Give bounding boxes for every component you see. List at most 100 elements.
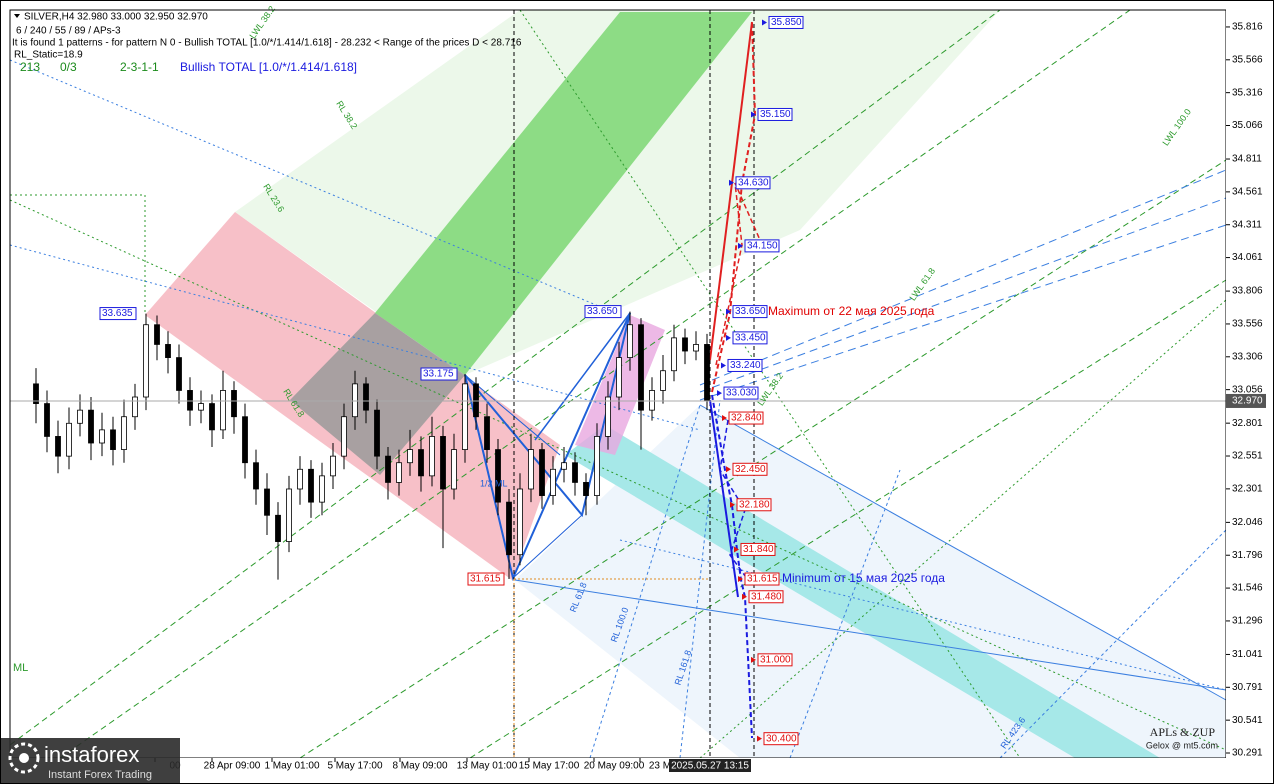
info-line: RL_Static=18.9 — [14, 50, 83, 61]
y-tick-label: 31.296 — [1232, 616, 1263, 627]
candle-body — [220, 390, 226, 431]
candle-body — [264, 488, 270, 516]
axis-background — [1226, 0, 1274, 784]
header: SILVER,H4 32.980 33.000 32.950 32.970 6 … — [12, 12, 522, 75]
info-line: 6 / 240 / 55 / 89 / APs-3 — [16, 26, 121, 37]
candle-body — [374, 409, 380, 457]
target-label: 35.150 — [760, 109, 791, 120]
target-label: 33.240 — [730, 360, 761, 371]
candle-body — [418, 449, 424, 477]
x-tick-label: 15 May 17:00 — [519, 761, 580, 772]
y-tick-label: 31.041 — [1232, 649, 1263, 660]
pattern-point-box — [420, 367, 458, 381]
target-marker — [726, 308, 731, 315]
target-box — [732, 462, 768, 476]
target-label: 32.180 — [739, 499, 770, 510]
candle-body — [693, 344, 699, 352]
candle-body — [341, 416, 347, 457]
y-tick-label: 33.806 — [1232, 286, 1263, 297]
pattern-point-label: 31.615 — [470, 574, 501, 585]
target-marker — [738, 242, 743, 249]
annotation: Maximum от 22 мая 2025 года — [768, 304, 935, 318]
target-marker — [751, 111, 756, 118]
candle-body — [132, 396, 138, 418]
candle-body — [297, 468, 303, 490]
candle-body — [363, 383, 369, 411]
candle-body — [462, 383, 468, 450]
x-tick-label: 28 Apr 09:00 — [204, 761, 261, 772]
symbol-line: SILVER,H4 32.980 33.000 32.950 32.970 — [24, 12, 208, 23]
candle-body — [44, 403, 50, 437]
target-marker — [730, 501, 735, 508]
candle-body — [352, 383, 358, 418]
y-tick-label: 34.061 — [1232, 252, 1263, 263]
y-tick-label: 30.541 — [1232, 715, 1263, 726]
target-box — [744, 572, 780, 586]
cursor-time: 2025.05.27 13:15 — [671, 761, 749, 772]
candle-body — [396, 462, 402, 483]
candle-body — [583, 482, 589, 496]
target-box — [768, 15, 804, 29]
candles — [33, 311, 710, 580]
candle-body — [594, 436, 600, 496]
y-tick-label: 30.291 — [1232, 748, 1263, 759]
candle-body — [231, 390, 237, 418]
target-label: 33.450 — [735, 333, 766, 344]
brand: instaforex — [44, 742, 139, 767]
candle-body — [561, 462, 567, 470]
y-tick-label: 31.796 — [1232, 550, 1263, 561]
candle-body — [66, 422, 72, 457]
target-label: 34.630 — [738, 177, 769, 188]
target-label: 35.850 — [771, 17, 802, 28]
pattern-point-label: 33.650 — [587, 306, 618, 317]
target-label: 31.000 — [760, 654, 791, 665]
candle-body — [176, 357, 182, 391]
target-box — [727, 358, 763, 372]
credit: Gelox @ mt5.com — [1146, 740, 1218, 750]
candle-body — [484, 416, 490, 450]
target-marker — [757, 735, 762, 742]
target-box — [732, 331, 768, 345]
pattern-point-box — [467, 572, 505, 586]
target-box — [735, 176, 771, 190]
candle-body — [660, 370, 666, 391]
target-box — [748, 590, 784, 604]
current-price-box — [1226, 393, 1266, 408]
candle-body — [330, 455, 336, 477]
candle-body — [110, 429, 116, 450]
pattern-point-label: 33.635 — [102, 308, 133, 319]
y-tick-label: 34.811 — [1232, 154, 1262, 165]
candle-body — [638, 324, 644, 411]
y-tick-label: 32.551 — [1232, 451, 1263, 462]
x-tick-label: 8 May 09:00 — [392, 761, 447, 772]
target-label: 31.615 — [747, 574, 778, 585]
candle-body — [198, 403, 204, 411]
overlay: 35.850 35.150 34.630 34.150 33.650 33.450 33.2… — [10, 15, 1226, 746]
candle-body — [286, 488, 292, 542]
candle-body — [275, 514, 281, 542]
target-label: 30.400 — [766, 733, 797, 744]
candle-body — [154, 324, 160, 345]
target-label: 33.650 — [735, 306, 766, 317]
y-tick-label: 33.306 — [1232, 351, 1263, 362]
current-price-label: 32.970 — [1232, 396, 1263, 407]
target-label: 34.150 — [747, 241, 778, 252]
target-box — [763, 732, 799, 746]
target-marker — [738, 576, 743, 583]
candle-body — [528, 449, 534, 490]
stat: 2-3-1-1 — [120, 60, 159, 74]
candle-body — [242, 416, 248, 464]
candle-body — [143, 324, 149, 398]
target-label: 33.030 — [726, 388, 757, 399]
x-tick-label: 20 May 09:00 — [584, 761, 645, 772]
target-marker — [721, 362, 726, 369]
candle-body — [319, 475, 325, 503]
candle-body — [77, 409, 83, 424]
candle-body — [682, 337, 688, 352]
candle-body — [55, 436, 61, 457]
candle-body — [440, 436, 446, 490]
candle-body — [88, 409, 94, 444]
candle-body — [671, 337, 677, 372]
pattern-name: Bullish TOTAL [1.0/*/1.414/1.618] — [180, 60, 357, 74]
